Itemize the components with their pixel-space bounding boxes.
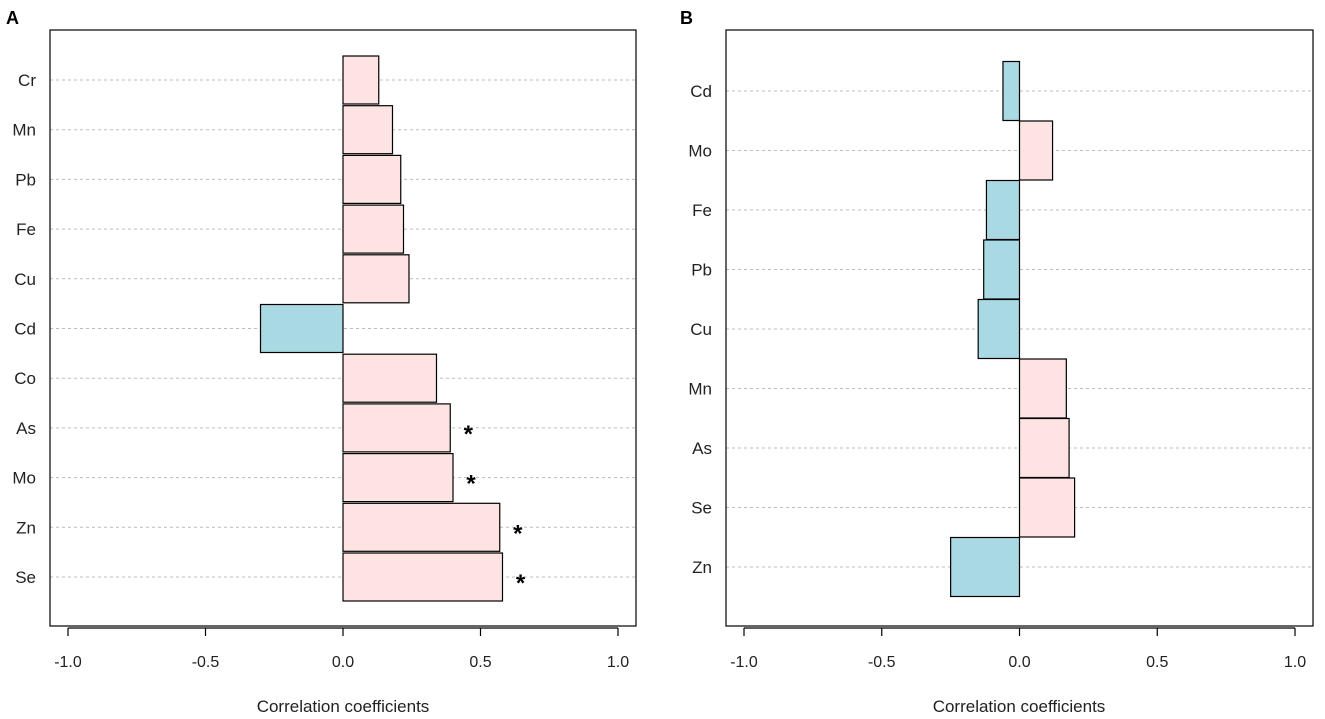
panel-a-label-co: Co (14, 369, 36, 388)
panel-b-bar-se (1018, 477, 1076, 538)
panel-a-significance-as: * (464, 421, 474, 448)
panel-a-label-pb: Pb (15, 170, 36, 189)
panel-a-label-zn: Zn (16, 518, 36, 537)
panel-b-label-fe: Fe (692, 201, 712, 220)
panel-a-bar-cu (342, 254, 410, 304)
panel-a-significance-zn: * (513, 520, 523, 547)
panel-b-bar-cd (1002, 60, 1021, 122)
panel-b-label-as: As (692, 439, 712, 458)
panel-b-x-tick-label: 0.0 (1008, 654, 1030, 671)
panel-b-label-cd: Cd (690, 82, 712, 101)
panel-a-plot-frame (49, 29, 637, 627)
panel-b-bar-fe (985, 179, 1021, 241)
panel-a-label-cr: Cr (18, 71, 36, 90)
panel-a-label-cu: Cu (14, 270, 36, 289)
panel-a-label-mn: Mn (12, 121, 36, 140)
panel-b-label-pb: Pb (691, 261, 712, 280)
panel-b-bar-mn (1018, 358, 1067, 419)
panel-a-bar-cr (342, 55, 380, 105)
panel-a-letter: A (6, 8, 19, 28)
panel-b-label-se: Se (691, 499, 712, 518)
panel-a-x-tick-label: -0.5 (192, 654, 220, 671)
panel-a-label-as: As (16, 419, 36, 438)
panel-b-x-tick-label: -0.5 (868, 654, 896, 671)
panel-b-bar-as (1018, 417, 1070, 479)
panel-a-label-se: Se (15, 568, 36, 587)
panel-a-label-cd: Cd (14, 320, 36, 339)
panel-b-x-tick-label: 1.0 (1284, 654, 1306, 671)
panel-b-x-tick-label: -1.0 (730, 654, 758, 671)
panel-b-label-cu: Cu (690, 320, 712, 339)
panel-b-letter: B (680, 8, 693, 28)
panel-b-label-zn: Zn (692, 558, 712, 577)
panel-a-bar-pb (342, 154, 402, 204)
panel-b-bar-cu (977, 298, 1021, 360)
panel-a-significance-mo: * (466, 471, 476, 498)
panel-a-bar-as (342, 403, 451, 453)
panel-a-bar-se (342, 552, 504, 602)
panel-a-bar-cd (259, 303, 344, 354)
panel-a-label-mo: Mo (12, 469, 36, 488)
panel-a-bar-mo (342, 453, 454, 503)
panel-a-bar-co (342, 353, 438, 403)
panel-b-label-mn: Mn (688, 380, 712, 399)
panel-a-significance-se: * (516, 570, 526, 597)
panel-b-x-axis-title: Correlation coefficients (933, 697, 1106, 716)
panel-b-plot-frame (725, 29, 1314, 627)
panel-a-label-fe: Fe (16, 220, 36, 239)
panel-a-x-axis-title: Correlation coefficients (257, 697, 430, 716)
panel-b-bar-zn (950, 536, 1021, 598)
panel-a-chart: A Cr Mn Pb Fe Cu Cd Co As * Mo * Zn * Se * -1.0 -0.5 0.0 0.… (6, 8, 637, 716)
panel-a-bar-mn (342, 105, 394, 155)
panel-a-x-tick-label: -1.0 (54, 654, 82, 671)
panel-a-bar-fe (342, 204, 405, 254)
panel-a-x-tick-label: 1.0 (607, 654, 629, 671)
panel-b-x-tick-label: 0.5 (1146, 654, 1168, 671)
panel-b-bar-pb (983, 239, 1021, 300)
panel-b-bar-mo (1018, 120, 1054, 181)
panel-a-bar-zn (342, 502, 501, 552)
panel-a-x-tick-label: 0.0 (332, 654, 354, 671)
panel-b-label-mo: Mo (688, 142, 712, 161)
panel-a-x-tick-label: 0.5 (469, 654, 491, 671)
panel-b-chart: B Cd Mo Fe Pb Cu Mn As Se Zn -1.0 -0.5 0.0 0.5 1.0 Corr… (680, 8, 1314, 716)
